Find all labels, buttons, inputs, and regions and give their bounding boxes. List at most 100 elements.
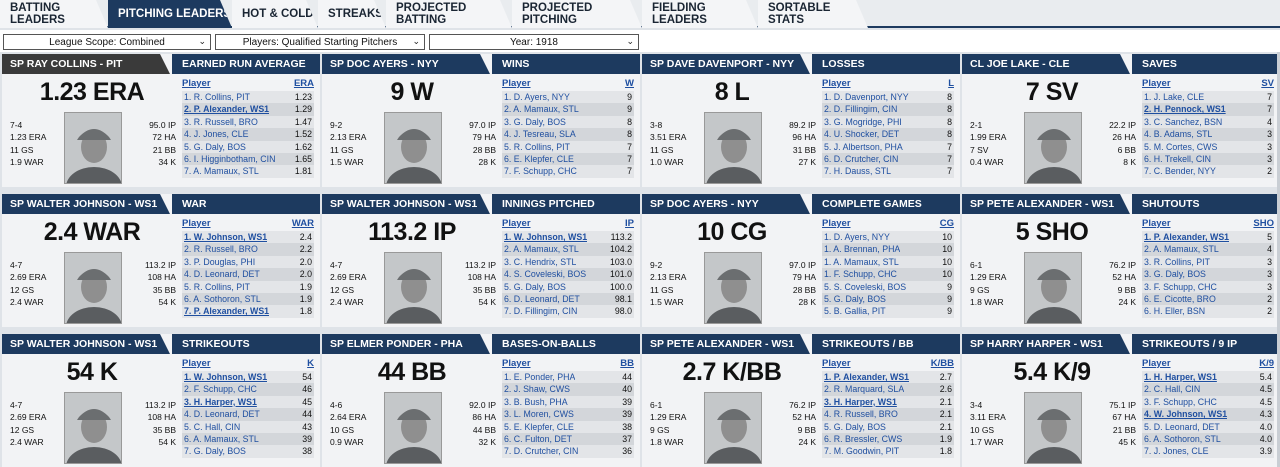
player-link[interactable]: 1. W. Johnson, WS1 xyxy=(184,232,268,242)
player-link[interactable]: 7. D. Fillingim, CIN xyxy=(504,306,578,317)
player-link[interactable]: 2. F. Schupp, CHC xyxy=(184,384,257,395)
column-header-stat[interactable]: L xyxy=(948,78,954,89)
player-link[interactable]: 3. G. Daly, BOS xyxy=(504,116,566,127)
player-photo[interactable] xyxy=(1024,252,1082,324)
panel-player-header[interactable]: SP DOC AYERS - NYY xyxy=(642,194,810,214)
player-link[interactable]: 6. A. Mamaux, STL xyxy=(184,433,259,444)
player-link[interactable]: 3. G. Mogridge, PHI xyxy=(824,116,902,127)
player-link[interactable]: 4. U. Shocker, DET xyxy=(824,129,900,140)
player-link[interactable]: 1. D. Ayers, NYY xyxy=(824,232,890,242)
tab-streaks[interactable]: STREAKS xyxy=(318,0,386,28)
panel-player-header[interactable]: SP WALTER JOHNSON - WS1 xyxy=(2,194,170,214)
tab-fielding-leaders[interactable]: FIELDING LEADERS xyxy=(642,0,758,28)
column-header-stat[interactable]: W xyxy=(625,78,634,89)
player-link[interactable]: 3. P. Douglas, PHI xyxy=(184,256,256,267)
player-link[interactable]: 5. G. Daly, BOS xyxy=(824,293,886,304)
column-header-stat[interactable]: SV xyxy=(1261,78,1274,89)
panel-player-header[interactable]: SP RAY COLLINS - PIT xyxy=(2,54,170,74)
panel-player-header[interactable]: SP PETE ALEXANDER - WS1 xyxy=(642,334,810,354)
player-link[interactable]: 1. E. Ponder, PHA xyxy=(504,372,576,382)
player-photo[interactable] xyxy=(1024,112,1082,184)
player-link[interactable]: 2. R. Marquard, SLA xyxy=(824,384,905,395)
player-photo[interactable] xyxy=(384,112,442,184)
player-link[interactable]: 5. C. Hall, CIN xyxy=(184,421,241,432)
player-link[interactable]: 3. F. Schupp, CHC xyxy=(1144,281,1217,292)
player-link[interactable]: 1. A. Mamaux, STL xyxy=(824,256,899,267)
player-link[interactable]: 6. H. Eller, BSN xyxy=(1144,306,1206,317)
player-link[interactable]: 3. C. Sanchez, BSN xyxy=(1144,116,1223,127)
column-header-stat[interactable]: K/9 xyxy=(1259,358,1274,369)
column-header-stat[interactable]: SHO xyxy=(1253,218,1274,229)
panel-player-header[interactable]: SP DAVE DAVENPORT - NYY xyxy=(642,54,810,74)
player-link[interactable]: 1. A. Brennan, PHA xyxy=(824,244,901,255)
player-link[interactable]: 6. H. Trekell, CIN xyxy=(1144,153,1211,164)
player-link[interactable]: 5. G. Daly, BOS xyxy=(824,421,886,432)
panel-player-header[interactable]: SP WALTER JOHNSON - WS1 xyxy=(2,334,170,354)
panel-player-header[interactable]: SP DOC AYERS - NYY xyxy=(322,54,490,74)
player-link[interactable]: 2. C. Hall, CIN xyxy=(1144,384,1201,395)
player-link[interactable]: 1. W. Johnson, WS1 xyxy=(184,372,268,382)
player-photo[interactable] xyxy=(64,252,122,324)
player-link[interactable]: 2. H. Pennock, WS1 xyxy=(1144,104,1226,115)
scrollbar[interactable] xyxy=(1277,52,1280,467)
player-link[interactable]: 6. D. Crutcher, CIN xyxy=(824,153,899,164)
player-photo[interactable] xyxy=(64,392,122,464)
player-link[interactable]: 6. D. Leonard, DET xyxy=(504,293,580,304)
player-link[interactable]: 2. P. Alexander, WS1 xyxy=(184,104,270,115)
player-link[interactable]: 4. J. Tesreau, SLA xyxy=(504,129,576,140)
player-photo[interactable] xyxy=(704,112,762,184)
player-link[interactable]: 6. R. Bressler, CWS xyxy=(824,433,903,444)
player-link[interactable]: 2. A. Mamaux, STL xyxy=(504,244,579,255)
column-header-player[interactable]: Player xyxy=(1142,78,1171,89)
player-link[interactable]: 7. D. Crutcher, CIN xyxy=(504,446,579,457)
panel-player-header[interactable]: CL JOE LAKE - CLE xyxy=(962,54,1130,74)
player-link[interactable]: 5. G. Daly, BOS xyxy=(504,281,566,292)
column-header-player[interactable]: Player xyxy=(182,358,211,369)
player-link[interactable]: 1. W. Johnson, WS1 xyxy=(504,232,588,242)
player-link[interactable]: 2. D. Fillingim, CIN xyxy=(824,104,898,115)
panel-player-header[interactable]: SP ELMER PONDER - PHA xyxy=(322,334,490,354)
player-link[interactable]: 4. J. Jones, CLE xyxy=(184,129,249,140)
player-photo[interactable] xyxy=(384,392,442,464)
player-link[interactable]: 1. P. Alexander, WS1 xyxy=(1144,232,1230,242)
player-link[interactable]: 7. C. Bender, NYY xyxy=(1144,166,1216,177)
player-photo[interactable] xyxy=(704,392,762,464)
player-link[interactable]: 6. A. Sothoron, STL xyxy=(184,293,261,304)
player-link[interactable]: 6. I. Higginbotham, CIN xyxy=(184,153,276,164)
player-link[interactable]: 2. A. Mamaux, STL xyxy=(504,104,579,115)
player-link[interactable]: 5. G. Daly, BOS xyxy=(184,141,246,152)
player-link[interactable]: 7. H. Dauss, STL xyxy=(824,166,891,177)
player-link[interactable]: 3. R. Collins, PIT xyxy=(1144,256,1210,267)
column-header-player[interactable]: Player xyxy=(502,358,531,369)
panel-player-header[interactable]: SP HARRY HARPER - WS1 xyxy=(962,334,1130,354)
player-link[interactable]: 5. M. Cortes, CWS xyxy=(1144,141,1218,152)
player-link[interactable]: 2. R. Russell, BRO xyxy=(184,244,258,255)
player-link[interactable]: 4. S. Coveleski, BOS xyxy=(504,269,587,280)
tab-batting-leaders[interactable]: BATTING LEADERS xyxy=(0,0,108,28)
player-link[interactable]: 4. R. Russell, BRO xyxy=(824,409,898,420)
column-header-stat[interactable]: WAR xyxy=(291,218,314,229)
player-link[interactable]: 6. C. Fulton, DET xyxy=(504,433,572,444)
player-link[interactable]: 7. J. Jones, CLE xyxy=(1144,446,1209,457)
column-header-stat[interactable]: IP xyxy=(625,218,634,229)
player-link[interactable]: 1. R. Collins, PIT xyxy=(184,92,250,102)
player-link[interactable]: 3. H. Harper, WS1 xyxy=(184,396,257,407)
player-link[interactable]: 2. J. Shaw, CWS xyxy=(504,384,570,395)
player-photo[interactable] xyxy=(704,252,762,324)
column-header-player[interactable]: Player xyxy=(502,218,531,229)
player-link[interactable]: 7. A. Mamaux, STL xyxy=(184,166,259,177)
player-link[interactable]: 1. F. Schupp, CHC xyxy=(824,269,897,280)
player-link[interactable]: 3. G. Daly, BOS xyxy=(1144,269,1206,280)
column-header-player[interactable]: Player xyxy=(182,218,211,229)
league-scope-select[interactable]: League Scope: Combined ⌄ xyxy=(3,34,211,50)
player-link[interactable]: 5. D. Leonard, DET xyxy=(1144,421,1220,432)
column-header-stat[interactable]: ERA xyxy=(293,78,314,89)
player-link[interactable]: 3. H. Harper, WS1 xyxy=(824,396,897,407)
player-link[interactable]: 4. B. Adams, STL xyxy=(1144,129,1213,140)
player-link[interactable]: 5. R. Collins, PIT xyxy=(184,281,250,292)
player-link[interactable]: 7. M. Goodwin, PIT xyxy=(824,446,900,457)
column-header-stat[interactable]: CG xyxy=(939,218,954,229)
tab-hot-cold[interactable]: HOT & COLD xyxy=(232,0,318,28)
player-link[interactable]: 2. A. Mamaux, STL xyxy=(1144,244,1219,255)
column-header-player[interactable]: Player xyxy=(822,78,851,89)
